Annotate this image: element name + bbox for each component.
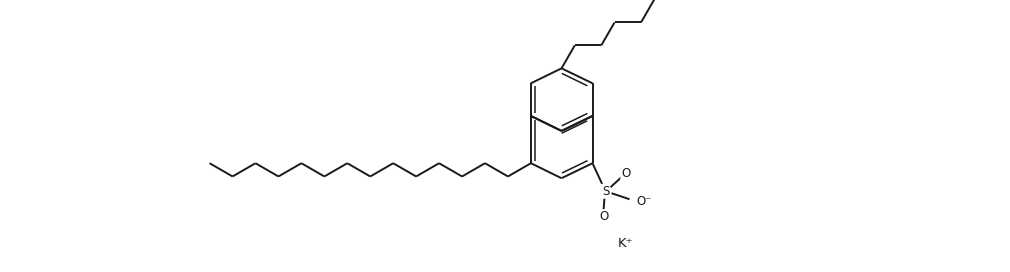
Text: O: O [621, 167, 630, 180]
Text: O⁻: O⁻ [636, 195, 652, 208]
Text: S: S [602, 185, 609, 198]
Text: K⁺: K⁺ [618, 237, 633, 250]
Text: O: O [599, 210, 608, 223]
